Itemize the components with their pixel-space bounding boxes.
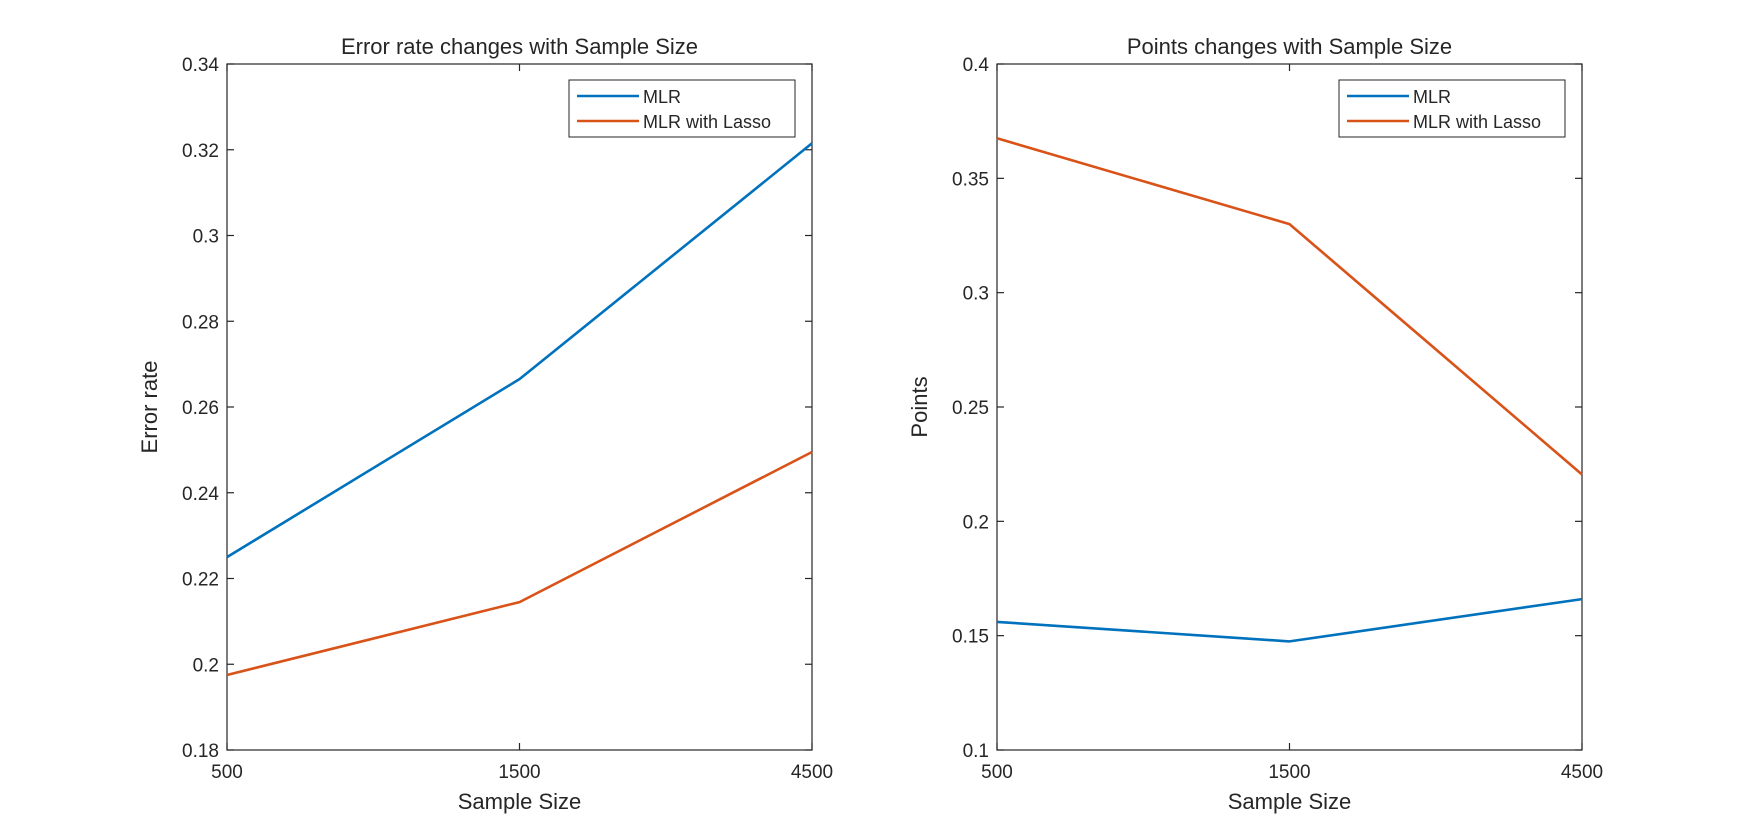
legend-label: MLR with Lasso [1413,112,1541,132]
error-rate-chart: Error rate changes with Sample Size Samp… [137,34,833,814]
y-tick-label: 0.32 [182,141,219,162]
y-tick-label: 0.24 [182,484,219,505]
x-tick-label: 500 [211,762,243,783]
y-tick-label: 0.3 [193,227,219,248]
y-tick-label: 0.2 [963,512,989,533]
y-tick-label: 0.25 [952,398,989,419]
x-tick-label: 500 [981,762,1013,783]
legend-label: MLR with Lasso [643,112,771,132]
chart-title: Points changes with Sample Size [1127,34,1452,59]
y-tick-label: 0.3 [963,284,989,305]
series-line-mlr [996,597,1583,643]
x-tick-label: 4500 [791,762,833,783]
x-axis-label: Sample Size [1228,789,1352,814]
y-tick-label: 0.28 [182,312,219,333]
x-tick-label: 4500 [1561,762,1603,783]
chart-title: Error rate changes with Sample Size [341,34,698,59]
legend-box [1338,79,1566,138]
y-tick-label: 0.1 [963,741,989,762]
y-tick-label: 0.26 [182,398,219,419]
y-tick-label: 0.18 [182,741,219,762]
legend-label: MLR [643,87,681,107]
y-tick-label: 0.15 [952,627,989,648]
y-tick-label: 0.2 [193,655,219,676]
x-axis-label: Sample Size [458,789,582,814]
y-tick-label: 0.34 [182,55,219,76]
series-line-mlr-with-lasso [996,137,1583,476]
y-tick-label: 0.4 [963,55,990,76]
y-axis-label: Points [907,376,932,437]
axes-frame [996,63,1583,751]
y-tick-label: 0.35 [952,169,989,190]
x-tick-label: 1500 [498,762,540,783]
y-tick-label: 0.22 [182,570,219,591]
series-line-mlr-with-lasso [226,450,813,677]
y-axis-label: Error rate [137,361,162,454]
points-chart: Points changes with Sample Size Sample S… [907,34,1603,814]
legend-box [568,79,796,138]
legend-label: MLR [1413,87,1451,107]
x-tick-label: 1500 [1268,762,1310,783]
series-line-mlr [226,142,813,559]
axes-frame [226,63,813,751]
